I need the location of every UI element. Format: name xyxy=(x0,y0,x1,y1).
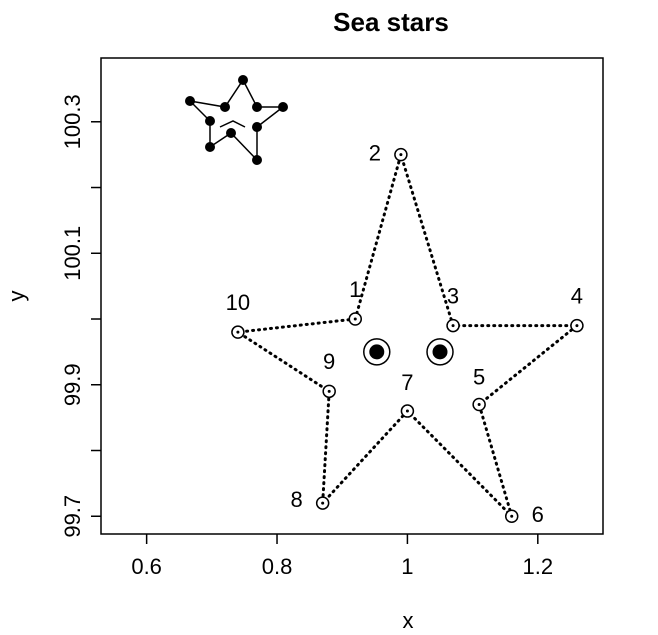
point-label: 7 xyxy=(401,370,413,395)
y-axis-label: y xyxy=(4,291,29,302)
point-label: 8 xyxy=(291,487,303,512)
x-tick-label: 0.6 xyxy=(131,554,162,579)
y-tick-label: 100.1 xyxy=(60,226,85,281)
eye xyxy=(432,344,448,360)
point-center xyxy=(477,402,481,406)
point-center xyxy=(353,317,357,321)
point-label: 3 xyxy=(447,283,459,308)
star-icon xyxy=(185,75,288,165)
y-tick-label: 99.7 xyxy=(60,495,85,538)
x-axis-label: x xyxy=(403,608,414,633)
y-tick-label: 99.9 xyxy=(60,363,85,406)
x-tick-label: 1 xyxy=(401,554,413,579)
point-center xyxy=(399,153,403,157)
eye-ring xyxy=(363,338,391,366)
point-label: 6 xyxy=(532,502,544,527)
point-center xyxy=(451,324,455,328)
x-tick-label: 1.2 xyxy=(523,554,554,579)
x-tick-label: 0.8 xyxy=(262,554,293,579)
eye-ring xyxy=(426,338,454,366)
point-center xyxy=(327,389,331,393)
chart-title: Sea stars xyxy=(333,7,449,37)
point-center xyxy=(575,324,579,328)
point-label: 9 xyxy=(323,349,335,374)
point-center xyxy=(236,330,240,334)
point-center xyxy=(510,514,514,518)
point-center xyxy=(405,409,409,413)
point-label: 4 xyxy=(571,283,583,308)
point-label: 2 xyxy=(369,140,381,165)
point-label: 10 xyxy=(226,290,250,315)
point-label: 1 xyxy=(349,277,361,302)
eye xyxy=(369,344,385,360)
star-outline xyxy=(233,149,582,518)
plot-box xyxy=(100,57,604,535)
y-tick-label: 100.3 xyxy=(60,94,85,149)
point-center xyxy=(321,501,325,505)
point-label: 5 xyxy=(473,364,485,389)
